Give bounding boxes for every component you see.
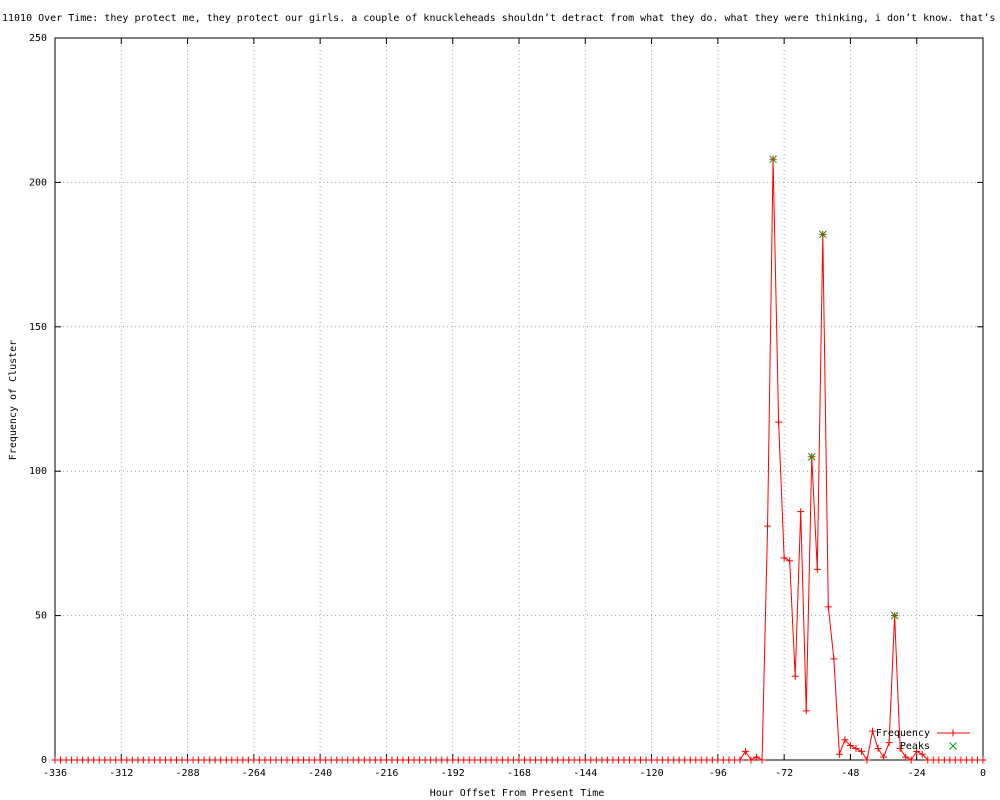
data-point bbox=[896, 744, 904, 752]
data-point bbox=[841, 736, 849, 744]
data-point bbox=[753, 753, 761, 761]
data-point bbox=[863, 756, 871, 764]
x-tick-label: -24 bbox=[908, 768, 926, 779]
data-point bbox=[764, 522, 772, 530]
x-tick-label: -264 bbox=[242, 768, 266, 779]
y-tick-label: 100 bbox=[29, 466, 47, 477]
data-point bbox=[907, 756, 915, 764]
data-point bbox=[791, 672, 799, 680]
data-point bbox=[758, 756, 766, 764]
data-point bbox=[857, 747, 865, 755]
data-point bbox=[741, 747, 749, 755]
x-tick-label: -216 bbox=[374, 768, 398, 779]
legend-label: Peaks bbox=[900, 741, 930, 752]
data-point bbox=[747, 756, 755, 764]
legend-marker bbox=[949, 729, 957, 737]
x-tick-label: -192 bbox=[441, 768, 465, 779]
data-point bbox=[769, 155, 777, 164]
data-point bbox=[786, 557, 794, 565]
x-tick-label: -96 bbox=[709, 768, 727, 779]
data-point bbox=[807, 452, 816, 461]
x-tick-label: -120 bbox=[640, 768, 664, 779]
data-point bbox=[913, 747, 921, 755]
data-point bbox=[890, 611, 899, 620]
data-point bbox=[736, 756, 744, 764]
x-tick-label: -288 bbox=[176, 768, 200, 779]
x-tick-label: -240 bbox=[308, 768, 332, 779]
data-point bbox=[835, 750, 843, 758]
x-tick-label: -72 bbox=[775, 768, 793, 779]
data-point bbox=[979, 756, 987, 764]
data-point bbox=[880, 753, 888, 761]
x-axis-label: Hour Offset From Present Time bbox=[430, 788, 605, 799]
series-line bbox=[55, 159, 983, 762]
legend-label: Frequency bbox=[876, 728, 930, 739]
data-point bbox=[780, 554, 788, 562]
data-point bbox=[852, 744, 860, 752]
y-tick-label: 50 bbox=[35, 611, 47, 622]
y-tick-label: 0 bbox=[41, 755, 47, 766]
chart-title: 11010 Over Time: they protect me, they p… bbox=[2, 13, 1000, 24]
x-tick-label: -312 bbox=[109, 768, 133, 779]
y-axis-label: Frequency of Cluster bbox=[8, 340, 19, 460]
data-point bbox=[918, 750, 926, 758]
y-tick-label: 250 bbox=[29, 33, 47, 44]
y-tick-label: 150 bbox=[29, 322, 47, 333]
data-point bbox=[874, 744, 882, 752]
x-tick-label: -144 bbox=[573, 768, 597, 779]
data-point bbox=[802, 707, 810, 715]
x-tick-label: 0 bbox=[980, 768, 986, 779]
data-point bbox=[813, 565, 821, 573]
data-point bbox=[830, 655, 838, 663]
data-point bbox=[869, 727, 877, 735]
x-tick-label: -336 bbox=[43, 768, 67, 779]
data-point bbox=[797, 508, 805, 516]
data-point bbox=[846, 742, 854, 750]
data-point bbox=[775, 418, 783, 426]
x-tick-label: -48 bbox=[841, 768, 859, 779]
x-tick-label: -168 bbox=[507, 768, 531, 779]
data-point bbox=[902, 753, 910, 761]
data-point bbox=[824, 603, 832, 611]
data-point bbox=[818, 230, 827, 239]
data-point bbox=[885, 739, 893, 747]
y-tick-label: 200 bbox=[29, 177, 47, 188]
legend-marker bbox=[949, 742, 957, 750]
